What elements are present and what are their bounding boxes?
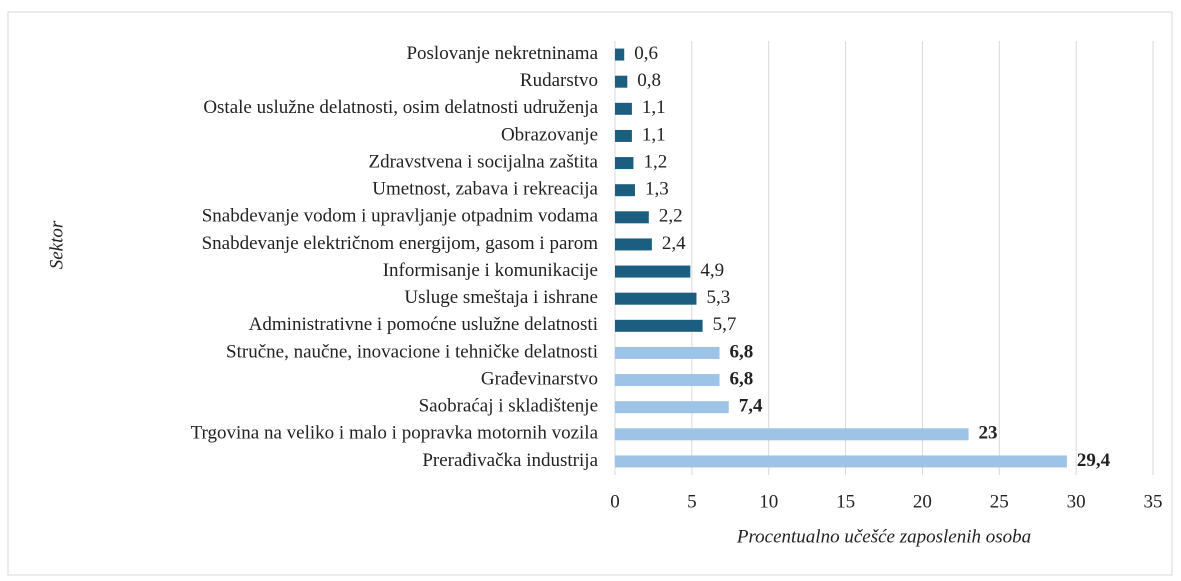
y-tick-label: Prerađivačka industrija xyxy=(422,450,598,471)
value-label: 23 xyxy=(979,423,998,444)
y-tick-label: Stručne, naučne, inovacione i tehničke d… xyxy=(226,341,598,362)
x-tick-label: 20 xyxy=(913,491,932,512)
y-tick-label: Snabdevanje električnom energijom, gasom… xyxy=(202,233,599,254)
bar xyxy=(615,75,628,88)
x-tick-label: 30 xyxy=(1067,491,1086,512)
bar xyxy=(615,184,635,197)
bar xyxy=(615,129,632,142)
x-tick-label: 35 xyxy=(1144,491,1163,512)
y-tick-label: Snabdevanje vodom i upravljanje otpadnim… xyxy=(202,206,599,227)
value-label: 5,7 xyxy=(713,314,737,335)
bar xyxy=(615,265,691,278)
value-label: 6,8 xyxy=(730,368,754,389)
value-label: 2,2 xyxy=(659,206,683,227)
x-tick-label: 25 xyxy=(990,491,1009,512)
y-tick-label: Poslovanje nekretninama xyxy=(406,43,598,64)
y-tick-label: Saobraćaj i skladištenje xyxy=(419,396,598,417)
value-label: 1,1 xyxy=(642,124,666,145)
bar xyxy=(615,346,720,359)
value-label: 1,2 xyxy=(643,151,667,172)
bar xyxy=(615,157,634,170)
x-tick-label: 5 xyxy=(687,491,697,512)
value-label: 29,4 xyxy=(1077,450,1111,471)
value-label: 0,6 xyxy=(634,43,658,64)
value-label: 1,1 xyxy=(642,97,666,118)
y-tick-label: Umetnost, zabava i rekreacija xyxy=(372,179,598,200)
value-label: 2,4 xyxy=(662,233,686,254)
value-label: 4,9 xyxy=(700,260,724,281)
x-tick-label: 15 xyxy=(836,491,855,512)
y-axis-label: Sektor xyxy=(46,220,67,269)
value-label: 6,8 xyxy=(730,341,754,362)
y-tick-label: Ostale uslužne delatnosti, osim delatnos… xyxy=(203,97,598,118)
bar xyxy=(615,455,1067,468)
y-tick-label: Administrativne i pomoćne uslužne delatn… xyxy=(249,314,598,335)
y-tick-label: Rudarstvo xyxy=(520,70,598,91)
bar xyxy=(615,292,697,305)
y-tick-label: Trgovina na veliko i malo i popravka mot… xyxy=(191,423,599,444)
x-tick-label: 0 xyxy=(610,491,620,512)
chart-frame xyxy=(7,11,1173,576)
bar xyxy=(615,238,652,251)
bar xyxy=(615,211,649,224)
bar xyxy=(615,319,703,332)
value-label: 0,8 xyxy=(637,70,661,91)
bar xyxy=(615,48,625,61)
y-tick-label: Informisanje i komunikacije xyxy=(383,260,598,281)
y-tick-label: Usluge smeštaja i ishrane xyxy=(404,287,598,308)
bar xyxy=(615,401,729,414)
x-axis-label: Procentualno učešće zaposlenih osoba xyxy=(736,526,1031,547)
x-tick-label: 10 xyxy=(759,491,778,512)
value-label: 1,3 xyxy=(645,179,669,200)
bar xyxy=(615,374,720,387)
y-tick-label: Obrazovanje xyxy=(501,124,598,145)
value-label: 5,3 xyxy=(706,287,730,308)
y-tick-label: Građevinarstvo xyxy=(481,368,598,389)
bar xyxy=(615,102,632,115)
y-tick-label: Zdravstvena i socijalna zaštita xyxy=(369,151,599,172)
value-label: 7,4 xyxy=(739,396,763,417)
bar xyxy=(615,428,969,441)
